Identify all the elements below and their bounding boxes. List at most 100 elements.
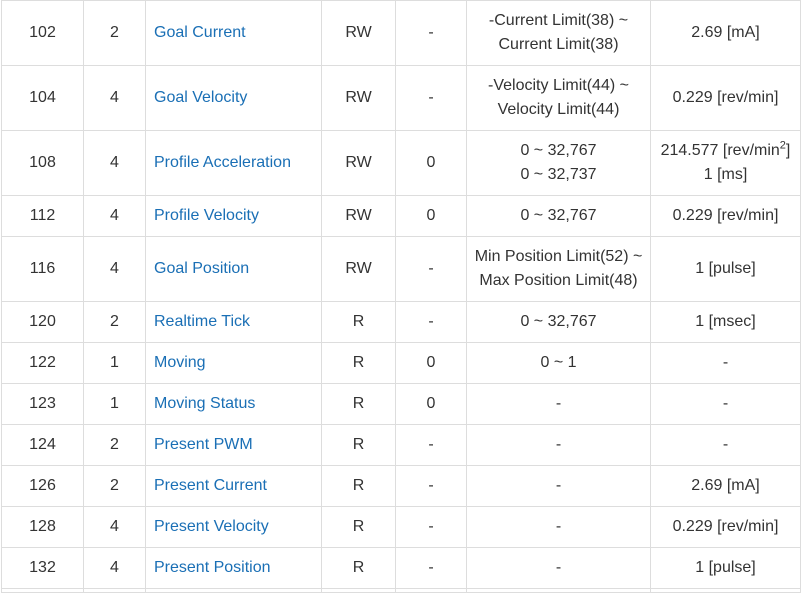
range-line: 0 ~ 32,767 [520,142,597,159]
initial-value-cell: - [395,236,467,302]
data-name-cell: Goal Current [145,0,322,66]
item-link-present-velocity[interactable]: Present Velocity [154,518,269,535]
unit-cell: - [650,424,801,466]
size-cell: 2 [83,465,146,507]
unit-cell: 214.577 [rev/min2] 1 [ms] [650,130,801,196]
range-cell: 0 ~ 32,767 [466,301,651,343]
table-row: 120 2 Realtime Tick R - 0 ~ 32,767 1 [ms… [1,301,801,343]
data-name-cell: Profile Velocity [145,195,322,237]
initial-value-cell: 0 [395,383,467,425]
range-cell: - [466,383,651,425]
access-cell: RW [321,236,396,302]
table-row: 126 2 Present Current R - - 2.69 [mA] [1,465,801,507]
range-cell: - [466,506,651,548]
access-cell: R [321,424,396,466]
initial-value-cell: - [395,547,467,589]
initial-value-cell: - [395,424,467,466]
address-cell: 112 [1,195,84,237]
size-cell: 2 [83,301,146,343]
initial-value-cell: - [395,65,467,131]
item-link-present-pwm[interactable]: Present PWM [154,436,253,453]
unit-cell: - [650,342,801,384]
size-cell: 4 [83,236,146,302]
range-line: Current Limit(38) [498,36,619,53]
initial-value-cell: - [395,506,467,548]
access-cell: RW [321,195,396,237]
unit-cell: 2.69 [mA] [650,0,801,66]
data-name-cell: Present Position [145,547,322,589]
access-cell: R [321,301,396,343]
unit-close-bracket: ] [785,142,791,159]
size-cell: 4 [83,547,146,589]
range-cell: - [466,424,651,466]
item-link-present-position[interactable]: Present Position [154,559,271,576]
access-cell: R [321,342,396,384]
table-row: 108 4 Profile Acceleration RW 0 0 ~ 32,7… [1,130,801,196]
unit-cell: 1 [pulse] [650,547,801,589]
data-name-cell: Goal Velocity [145,65,322,131]
range-cell: -Current Limit(38) ~ Current Limit(38) [466,0,651,66]
access-cell: RW [321,130,396,196]
range-line: Max Position Limit(48) [479,272,638,289]
size-cell: 2 [83,424,146,466]
table-row: 124 2 Present PWM R - - - [1,424,801,466]
item-link-realtime-tick[interactable]: Realtime Tick [154,313,251,330]
table-row: 123 1 Moving Status R 0 - - [1,383,801,425]
range-cell: 0 ~ 32,767 0 ~ 32,737 [466,130,651,196]
range-line: -Velocity Limit(44) ~ [488,77,629,94]
unit-cell: 1 [msec] [650,301,801,343]
address-cell: 128 [1,506,84,548]
data-name-cell: Present Velocity [145,506,322,548]
table-row-partial [1,588,801,593]
range-cell: Min Position Limit(52) ~ Max Position Lim… [466,236,651,302]
item-link-goal-current[interactable]: Goal Current [154,24,246,41]
size-cell: 1 [83,342,146,384]
unit-cell: 2.69 [mA] [650,465,801,507]
access-cell: R [321,547,396,589]
initial-value-cell: 0 [395,195,467,237]
table-row: 128 4 Present Velocity R - - 0.229 [rev/… [1,506,801,548]
access-cell: RW [321,0,396,66]
item-link-present-current[interactable]: Present Current [154,477,267,494]
item-link-moving[interactable]: Moving [154,354,206,371]
item-link-profile-velocity[interactable]: Profile Velocity [154,207,259,224]
item-link-goal-position[interactable]: Goal Position [154,260,250,277]
table-row: 104 4 Goal Velocity RW - -Velocity Limit… [1,65,801,131]
range-cell: - [466,465,651,507]
size-cell: 4 [83,130,146,196]
range-cell: -Velocity Limit(44) ~ Velocity Limit(44) [466,65,651,131]
range-line: -Current Limit(38) ~ [488,12,629,29]
table-row: 116 4 Goal Position RW - Min Position Li… [1,236,801,302]
data-name-cell: Present PWM [145,424,322,466]
data-name-cell: Profile Acceleration [145,130,322,196]
access-cell: R [321,506,396,548]
size-cell: 1 [83,383,146,425]
address-cell: 104 [1,65,84,131]
unit-cell: 0.229 [rev/min] [650,65,801,131]
data-name-cell: Moving Status [145,383,322,425]
address-cell: 124 [1,424,84,466]
address-cell: 132 [1,547,84,589]
data-name-cell: Moving [145,342,322,384]
address-cell: 126 [1,465,84,507]
range-line: 0 ~ 32,737 [520,166,597,183]
address-cell: 120 [1,301,84,343]
access-cell: R [321,465,396,507]
size-cell: 4 [83,65,146,131]
initial-value-cell: - [395,301,467,343]
item-link-moving-status[interactable]: Moving Status [154,395,256,412]
access-cell: RW [321,65,396,131]
unit-line: 214.577 [rev/min [660,142,780,159]
address-cell: 102 [1,0,84,66]
item-link-profile-acceleration[interactable]: Profile Acceleration [154,154,291,171]
unit-cell: - [650,383,801,425]
item-link-goal-velocity[interactable]: Goal Velocity [154,89,248,106]
initial-value-cell: - [395,0,467,66]
range-cell: 0 ~ 32,767 [466,195,651,237]
address-cell: 116 [1,236,84,302]
address-cell: 122 [1,342,84,384]
initial-value-cell: 0 [395,342,467,384]
unit-line: 1 [ms] [703,166,748,183]
initial-value-cell: 0 [395,130,467,196]
